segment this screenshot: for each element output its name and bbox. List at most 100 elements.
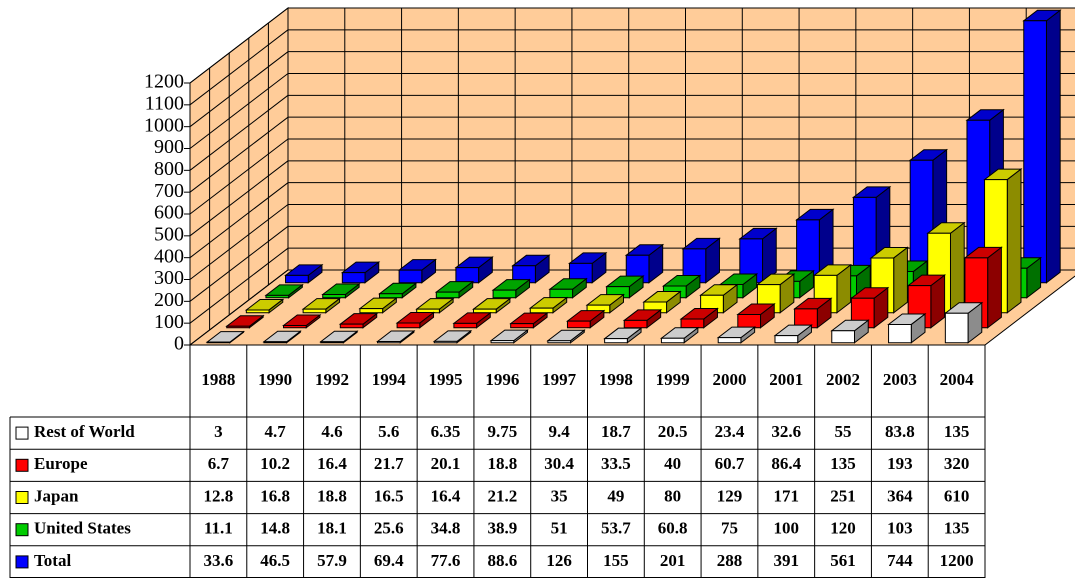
table-cell: 120	[830, 519, 856, 538]
table-header: 2001	[769, 370, 803, 389]
grid-line	[189, 138, 289, 215]
bar	[622, 308, 663, 329]
table-cell: 16.4	[431, 486, 461, 505]
table-cell: 40	[664, 454, 681, 473]
bar-front	[623, 319, 648, 329]
bar-front	[549, 288, 574, 299]
bar	[565, 309, 606, 329]
table-cell: 100	[774, 519, 800, 538]
bar-front	[376, 341, 401, 344]
bar-side	[987, 246, 1002, 329]
table-cell: 60.7	[715, 454, 745, 473]
bar	[376, 330, 416, 344]
bar	[943, 301, 984, 344]
legend-key	[15, 458, 29, 472]
bar	[489, 329, 529, 344]
table-cell: 16.4	[317, 454, 347, 473]
grid-line	[189, 51, 289, 128]
table-cell: 135	[944, 519, 970, 538]
legend-key	[15, 491, 29, 504]
table-cell: 9.75	[487, 422, 517, 441]
table-cell: 18.8	[317, 486, 347, 505]
table-cell: 25.6	[374, 519, 404, 538]
bar-front	[453, 322, 478, 329]
table-header: 1992	[315, 370, 349, 389]
bar	[738, 227, 778, 284]
bar-front	[379, 293, 403, 299]
bar-front	[359, 308, 384, 314]
table-cell: 23.4	[715, 422, 745, 441]
table-cell: 16.5	[374, 486, 404, 505]
table-header: 1995	[429, 370, 463, 389]
bar-front	[322, 294, 346, 299]
bar	[795, 208, 835, 284]
table-header: 1990	[258, 370, 292, 389]
bar-front	[831, 330, 855, 344]
grid-line	[189, 160, 289, 237]
table-cell: 14.8	[260, 519, 290, 538]
y-tick-label: 800	[154, 158, 184, 180]
bar-front	[490, 340, 515, 344]
bar-front	[547, 340, 572, 344]
bar	[567, 251, 608, 284]
grid-line	[189, 182, 289, 259]
table-cell: 129	[717, 486, 743, 505]
bar-front	[717, 337, 742, 344]
bar	[528, 296, 569, 314]
table-cell: 75	[721, 519, 738, 538]
bar-side	[949, 221, 965, 314]
table-cell: 77.6	[431, 551, 461, 570]
bar-side	[1006, 168, 1022, 314]
table-cell: 16.8	[260, 486, 290, 505]
bar-front	[226, 325, 250, 329]
table-cell: 88.6	[487, 551, 517, 570]
bar	[546, 329, 586, 344]
table-cell: 20.1	[431, 454, 461, 473]
table-cell: 288	[717, 551, 743, 570]
bar-front	[472, 308, 497, 314]
table-cell: 126	[546, 551, 572, 570]
table-cell: 49	[607, 486, 624, 505]
y-tick-label: 200	[154, 289, 184, 311]
bar-front	[339, 323, 364, 329]
bar	[887, 312, 927, 344]
table-cell: 103	[887, 519, 913, 538]
bar	[340, 261, 381, 284]
bar	[321, 283, 361, 299]
table-cell: 135	[830, 454, 856, 473]
grid-line	[189, 225, 289, 302]
grid-line	[189, 247, 289, 324]
bar	[432, 329, 473, 344]
bar-side	[1045, 9, 1061, 284]
bar-front	[566, 320, 591, 329]
table-cell: 6.7	[208, 454, 230, 473]
bar-front	[774, 335, 799, 344]
y-tick-label: 0	[174, 333, 184, 355]
table-cell: 86.4	[771, 454, 801, 473]
bar-front	[265, 294, 290, 299]
grid-line	[189, 7, 289, 84]
table-cell: 80	[664, 486, 681, 505]
table-cell: 53.7	[601, 519, 631, 538]
table-header: 2004	[940, 370, 975, 389]
table-cell: 171	[774, 486, 800, 505]
grid-line	[189, 94, 289, 171]
table-cell: 6.35	[431, 422, 461, 441]
table-cell: 561	[830, 551, 856, 570]
table-header: 2002	[826, 370, 860, 389]
bar-front	[283, 325, 307, 329]
bar	[681, 237, 721, 284]
y-tick-label: 100	[154, 311, 184, 333]
table-cell: 4.7	[265, 422, 287, 441]
bar-front	[737, 313, 762, 329]
grid-line	[189, 269, 289, 346]
bar	[603, 327, 643, 344]
bar	[395, 311, 436, 329]
bar-side	[893, 246, 908, 314]
bar-front	[529, 307, 554, 314]
table-cell: 155	[603, 551, 629, 570]
table-cell: 4.6	[321, 422, 342, 441]
table-cell: 38.9	[487, 519, 517, 538]
bar-front	[341, 272, 366, 284]
